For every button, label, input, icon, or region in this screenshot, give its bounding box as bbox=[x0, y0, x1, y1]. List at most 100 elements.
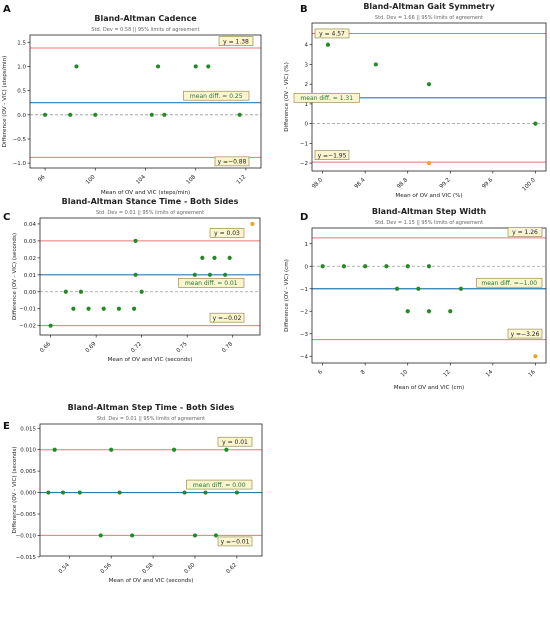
chart-subtitle: Std. Dev = 0.01 || 95% limits of agreeme… bbox=[96, 210, 204, 216]
x-tick-label: 10 bbox=[400, 369, 410, 379]
plot-frame bbox=[39, 423, 263, 557]
upper-loa-label-box bbox=[314, 28, 350, 39]
data-point bbox=[203, 490, 208, 495]
y-tick-label: −0.010 bbox=[16, 533, 37, 539]
y-axis-label: Difference (OV - VIC) (cm) bbox=[284, 259, 290, 332]
data-point bbox=[207, 272, 213, 277]
y-tick-label: 0.010 bbox=[20, 448, 36, 454]
x-tick-label: 6 bbox=[317, 369, 324, 376]
data-point bbox=[405, 264, 410, 269]
chart-title: Bland-Altman Stance Time - Both Sides bbox=[62, 197, 239, 206]
data-point bbox=[206, 64, 211, 69]
y-tick-label: 0 bbox=[305, 122, 309, 128]
x-tick-label: 99.6 bbox=[481, 177, 494, 190]
y-tick-label: −2 bbox=[300, 161, 308, 167]
y-axis-label: Difference (OV - VIC) (steps/min) bbox=[2, 56, 8, 148]
x-tick-label: 108 bbox=[185, 174, 197, 186]
upper-loa-label: y = 0.01 bbox=[222, 439, 248, 446]
y-tick-label: −4 bbox=[300, 354, 309, 360]
y-tick-label: 0.015 bbox=[20, 426, 36, 432]
x-tick-label: 0.62 bbox=[225, 562, 238, 575]
x-tick-label: 0.66 bbox=[39, 341, 52, 354]
data-point bbox=[416, 286, 421, 291]
data-point bbox=[101, 306, 106, 311]
lower-loa-label: y =−0.02 bbox=[213, 315, 242, 322]
panel-letter: E bbox=[3, 421, 10, 432]
y-tick-label: −1.0 bbox=[13, 161, 27, 167]
data-point bbox=[98, 533, 103, 538]
x-axis-label: Mean of OV and VIC (seconds) bbox=[108, 357, 193, 363]
data-point bbox=[52, 447, 57, 452]
data-point bbox=[78, 289, 84, 294]
y-tick-label: 3 bbox=[305, 62, 309, 68]
lower-loa-label-box bbox=[507, 328, 543, 339]
x-tick-label: 0.54 bbox=[58, 562, 71, 575]
x-tick-label: 99.2 bbox=[439, 177, 452, 190]
panel-b: B Bland-Altman Gait Symmetry Std. Dev = 1.… bbox=[284, 2, 547, 199]
data-point bbox=[93, 112, 98, 117]
x-tick-label: 100 bbox=[85, 174, 97, 186]
lower-loa-label-box bbox=[214, 156, 250, 167]
data-point bbox=[200, 255, 205, 260]
data-point bbox=[86, 306, 91, 311]
data-point bbox=[192, 272, 197, 277]
y-tick-label: −0.02 bbox=[19, 324, 36, 330]
data-point bbox=[155, 64, 161, 69]
data-point bbox=[394, 286, 400, 291]
mean-diff-label-box bbox=[178, 278, 245, 288]
upper-loa-label-box bbox=[507, 227, 543, 237]
x-tick-label: 0.78 bbox=[221, 341, 234, 354]
y-tick-label: 0.03 bbox=[24, 239, 37, 245]
y-tick-label: 1 bbox=[305, 102, 309, 108]
lower-loa-label: y =−0.88 bbox=[218, 159, 247, 166]
data-point bbox=[117, 490, 122, 495]
panel-d: D Bland-Altman Step Width Std. Dev = 1.15 … bbox=[284, 207, 547, 391]
mean-diff-label-box bbox=[293, 92, 360, 103]
data-point bbox=[171, 447, 177, 452]
lower-loa-label: y =−3.26 bbox=[511, 331, 540, 338]
y-tick-label: 1 bbox=[305, 242, 309, 248]
plot-frame bbox=[39, 217, 261, 336]
outlier-point bbox=[250, 221, 255, 227]
x-tick-label: 12 bbox=[442, 369, 451, 378]
y-tick-label: 0.005 bbox=[20, 469, 36, 475]
y-axis-label: Difference (OV - VIC) (seconds) bbox=[12, 446, 18, 533]
mean-diff-label: mean diff. = 0.00 bbox=[193, 482, 246, 489]
data-point bbox=[405, 309, 410, 314]
upper-loa-label-box bbox=[217, 436, 253, 447]
chart-title: Bland-Altman Step Width bbox=[372, 207, 487, 216]
data-point bbox=[46, 490, 51, 495]
outlier-point bbox=[533, 354, 538, 359]
y-axis-label: Difference (OV - VIC) (seconds) bbox=[12, 233, 18, 320]
data-point bbox=[193, 64, 198, 69]
x-tick-label: 0.60 bbox=[183, 562, 196, 575]
chart-title: Bland-Altman Step Time - Both Sides bbox=[68, 403, 235, 412]
y-tick-label: 0.5 bbox=[17, 89, 26, 95]
data-point bbox=[77, 490, 82, 495]
panel-c: C Bland-Altman Stance Time - Both Sides St… bbox=[3, 197, 261, 363]
lower-loa-label: y =−0.01 bbox=[221, 539, 250, 546]
lower-loa-label-box bbox=[217, 536, 253, 547]
data-point bbox=[320, 264, 325, 269]
data-point bbox=[426, 264, 432, 269]
data-point bbox=[182, 490, 187, 495]
panel-letter: B bbox=[300, 4, 308, 15]
data-point bbox=[325, 42, 331, 47]
data-point bbox=[234, 490, 239, 495]
data-point bbox=[68, 112, 73, 117]
x-tick-label: 0.58 bbox=[142, 562, 155, 575]
y-tick-label: −3 bbox=[300, 332, 309, 338]
data-point bbox=[116, 306, 121, 311]
x-tick-label: 0.72 bbox=[130, 341, 143, 354]
data-point bbox=[130, 533, 135, 538]
x-tick-label: 98.0 bbox=[311, 177, 324, 190]
lower-loa-label-box bbox=[209, 312, 245, 323]
mean-diff-label-box bbox=[183, 90, 250, 101]
mean-diff-label: mean diff. = 0.25 bbox=[190, 93, 243, 100]
panel-letter: A bbox=[3, 4, 11, 15]
data-point bbox=[131, 306, 137, 311]
data-point bbox=[426, 309, 432, 314]
data-point bbox=[149, 112, 154, 117]
data-point bbox=[63, 289, 68, 294]
data-point bbox=[192, 533, 198, 538]
